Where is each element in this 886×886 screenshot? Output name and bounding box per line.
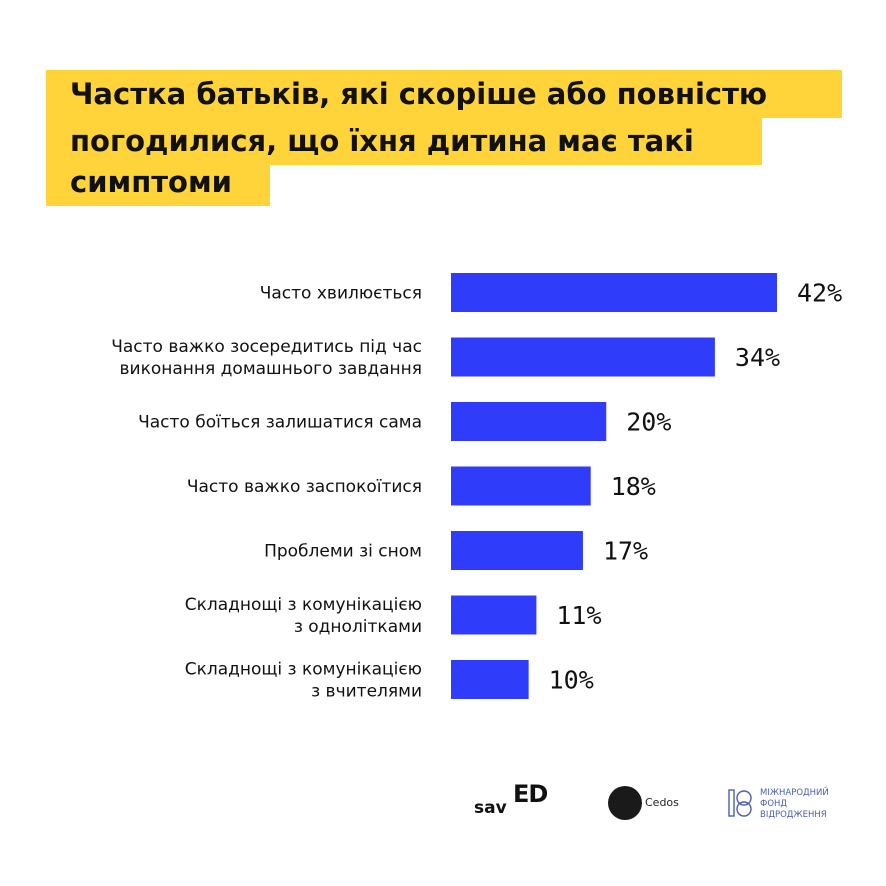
irf-logo-text: МІЖНАРОДНИЙ ФОНД ВІДРОДЖЕННЯ <box>760 788 829 821</box>
title-line-3: симптоми <box>46 158 270 206</box>
category-label-1-line-0: Часто важко зосередитись під час <box>111 337 422 357</box>
irf-line-3: ВІДРОДЖЕННЯ <box>760 810 827 820</box>
value-label-6: 10% <box>549 666 594 695</box>
bar-0 <box>451 273 777 312</box>
irf-logo-mark-icon <box>728 789 752 817</box>
category-label-1: Часто важко зосередитись під час виконанн… <box>111 337 422 379</box>
category-label-0-line-0: Часто хвилюється <box>260 284 422 304</box>
value-label-3: 18% <box>611 472 656 501</box>
bar-2 <box>451 402 607 441</box>
category-label-1-line-1: виконання домашнього завдання <box>120 359 422 379</box>
saved-logo-ed: ED <box>513 780 548 808</box>
bar-3 <box>451 466 591 506</box>
category-label-5-line-0: Складнощі з комунікацією <box>185 595 422 615</box>
irf-line-1: МІЖНАРОДНИЙ <box>760 788 829 798</box>
title-line-2: погодилися, що їхня дитина має такі <box>46 117 762 165</box>
category-label-6-line-0: Складнощі з комунікацією <box>185 660 422 680</box>
bar-6 <box>451 660 529 699</box>
value-label-2: 20% <box>626 408 671 437</box>
cedos-dot-icon <box>608 786 642 820</box>
category-label-0: Часто хвилюється <box>260 284 422 304</box>
bar-1 <box>451 337 715 377</box>
value-label-4: 17% <box>603 537 648 566</box>
category-label-3: Часто важко заспокоїтися <box>187 477 422 497</box>
value-label-5: 11% <box>556 601 601 630</box>
category-label-2: Часто боїться залишатися сама <box>138 413 422 433</box>
bar-5 <box>451 595 537 635</box>
category-label-6: Складнощі з комунікацією з вчителями <box>185 660 422 702</box>
category-label-4: Проблеми зі сном <box>264 542 422 562</box>
category-label-5: Складнощі з комунікацією з однолітками <box>185 595 422 637</box>
category-label-2-line-0: Часто боїться залишатися сама <box>138 413 422 433</box>
category-label-4-line-0: Проблеми зі сном <box>264 542 422 562</box>
category-label-5-line-1: з однолітками <box>294 617 422 637</box>
title-line-1: Частка батьків, які скоріше або повністю <box>46 70 842 118</box>
category-label-3-line-0: Часто важко заспокоїтися <box>187 477 422 497</box>
category-label-6-line-1: з вчителями <box>311 682 422 702</box>
cedos-label: Cedos <box>645 796 679 809</box>
value-label-1: 34% <box>735 343 780 372</box>
value-label-0: 42% <box>797 279 842 308</box>
bar-4 <box>451 531 583 570</box>
irf-line-2: ФОНД <box>760 799 788 809</box>
saved-logo-sav: sav <box>474 798 507 818</box>
